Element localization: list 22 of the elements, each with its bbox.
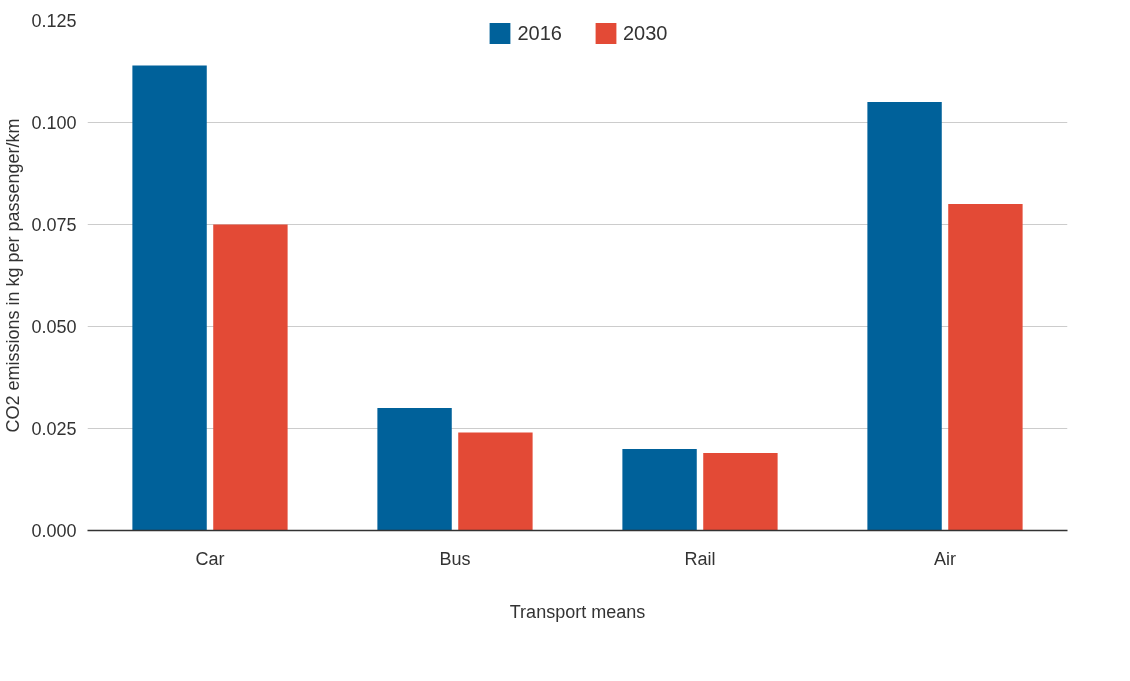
x-tick-label: Bus (439, 548, 471, 569)
x-tick-label: Car (195, 548, 225, 569)
y-axis-title: CO2 emissions in kg per passenger/km (3, 118, 24, 433)
x-tick-label: Rail (684, 548, 716, 569)
bar (458, 432, 533, 531)
legend-label: 2030 (623, 21, 668, 45)
y-tick-label: 0.100 (31, 113, 77, 133)
y-tick-label: 0.025 (31, 419, 77, 439)
x-tick-label: Air (934, 548, 957, 569)
bar (703, 452, 778, 531)
y-tick-label: 0.050 (31, 317, 77, 337)
y-tick-label: 0.000 (31, 521, 77, 541)
bar (948, 204, 1023, 531)
bar (622, 448, 697, 531)
y-tick-label: 0.125 (31, 11, 77, 31)
y-tick-label: 0.075 (31, 215, 77, 235)
bar (377, 408, 452, 531)
legend-label: 2016 (517, 21, 562, 45)
bar (132, 65, 207, 531)
x-axis-title: Transport means (509, 601, 646, 622)
bar (867, 102, 942, 531)
bar (213, 224, 288, 531)
